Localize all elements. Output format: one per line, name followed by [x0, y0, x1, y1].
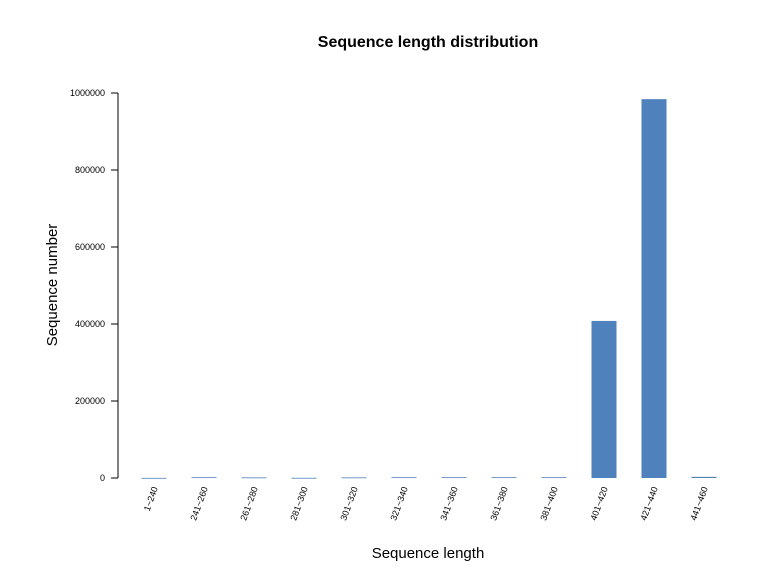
bar: [191, 477, 217, 479]
x-tick-label: 441~460: [688, 485, 709, 522]
y-tick-label: 0: [100, 473, 105, 483]
x-tick-label: 321~340: [388, 485, 409, 522]
bar: [391, 477, 417, 479]
x-tick-label: 421~440: [638, 485, 659, 522]
y-tick-label: 600000: [75, 242, 105, 252]
x-tick-label: 381~400: [538, 485, 559, 522]
y-tick-label: 1000000: [70, 88, 105, 98]
bar: [691, 476, 717, 478]
bar: [341, 477, 367, 479]
bar: [591, 320, 617, 478]
x-tick-label: 361~380: [488, 485, 509, 522]
y-tick-label: 800000: [75, 165, 105, 175]
bar: [641, 99, 667, 478]
x-tick-label: 1~240: [142, 485, 160, 512]
bar: [141, 477, 167, 479]
bar: [491, 477, 517, 479]
x-tick-label: 401~420: [588, 485, 609, 522]
y-axis-title: Sequence number: [44, 224, 61, 347]
x-axis-title: Sequence length: [372, 545, 485, 562]
x-tick-label: 301~320: [338, 485, 359, 522]
bar: [241, 477, 267, 479]
bar: [291, 477, 317, 479]
y-tick-label: 200000: [75, 396, 105, 406]
x-tick-label: 281~300: [288, 485, 309, 522]
x-tick-label: 241~260: [188, 485, 209, 522]
chart-title: Sequence length distribution: [318, 34, 538, 51]
x-tick-label: 341~360: [438, 485, 459, 522]
bar: [441, 477, 467, 479]
bar: [541, 477, 567, 479]
y-tick-label: 400000: [75, 319, 105, 329]
x-tick-label: 261~280: [238, 485, 259, 522]
